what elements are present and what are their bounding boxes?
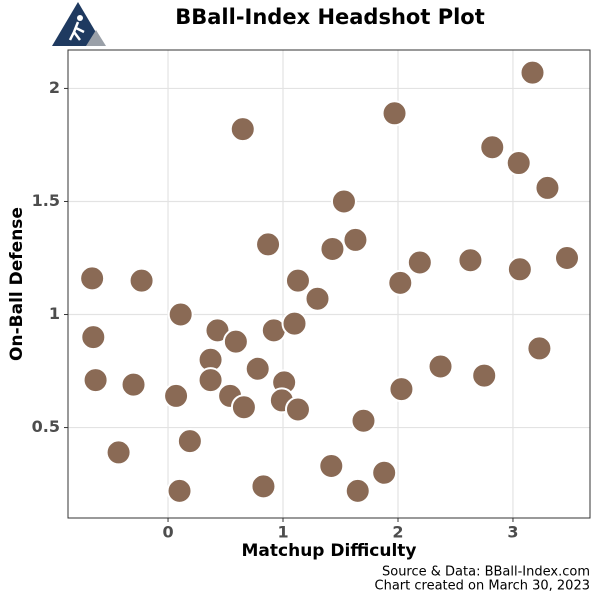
headshot-point	[505, 150, 532, 177]
headshot-point	[222, 328, 249, 355]
headshot-point	[319, 235, 346, 262]
headshot-point	[163, 382, 190, 409]
headshot-point	[371, 459, 398, 486]
caption: Source & Data: BBall-Index.com	[382, 565, 590, 580]
headshot-point	[80, 324, 107, 351]
headshot-point	[284, 396, 311, 423]
headshot-point	[471, 362, 498, 389]
y-tick-label: 0.5	[32, 417, 60, 436]
headshot-point	[457, 247, 484, 274]
headshot-point	[304, 285, 331, 312]
headshot-point	[519, 59, 546, 86]
headshot-point	[166, 477, 193, 504]
plot-background	[68, 50, 590, 518]
headshot-point	[128, 267, 155, 294]
headshot-point	[534, 174, 561, 201]
x-tick-label: 2	[392, 523, 403, 542]
headshot-point	[526, 335, 553, 362]
headshot-point	[79, 265, 106, 292]
headshot-point	[167, 301, 194, 328]
headshot-point	[344, 477, 371, 504]
x-tick-label: 1	[277, 523, 288, 542]
headshot-point	[82, 367, 109, 394]
headshot-point	[387, 269, 414, 296]
headshot-point	[479, 134, 506, 161]
headshot-point	[427, 353, 454, 380]
y-axis-title: On-Ball Defense	[7, 207, 27, 361]
logo	[52, 2, 106, 46]
caption: Chart created on March 30, 2023	[375, 579, 590, 594]
headshot-point	[330, 188, 357, 215]
headshot-point	[176, 428, 203, 455]
headshot-point	[406, 249, 433, 276]
y-tick-label: 1.5	[32, 191, 60, 210]
headshot-point	[284, 267, 311, 294]
headshot-point	[506, 256, 533, 283]
headshot-point	[554, 245, 581, 271]
headshot-point	[381, 100, 408, 127]
headshot-point	[318, 453, 345, 479]
headshot-point	[281, 310, 308, 337]
headshot-point	[105, 439, 132, 466]
headshot-point	[197, 367, 224, 394]
headshot-point	[350, 407, 377, 434]
plot-border	[67, 49, 591, 519]
headshot-point	[250, 473, 277, 500]
headshot-point	[342, 226, 369, 253]
headshot-point	[388, 376, 415, 403]
headshot-point	[244, 355, 271, 382]
headshot-point	[255, 231, 282, 258]
y-tick-label: 2	[49, 78, 60, 97]
x-tick-label: 0	[162, 523, 173, 542]
x-tick-label: 3	[507, 523, 518, 542]
chart-title: BBall-Index Headshot Plot	[175, 5, 485, 29]
headshot-point	[230, 394, 257, 421]
x-axis-title: Matchup Difficulty	[242, 541, 417, 561]
y-tick-label: 1	[49, 304, 60, 323]
headshot-point	[120, 371, 147, 398]
headshot-point	[229, 116, 256, 143]
